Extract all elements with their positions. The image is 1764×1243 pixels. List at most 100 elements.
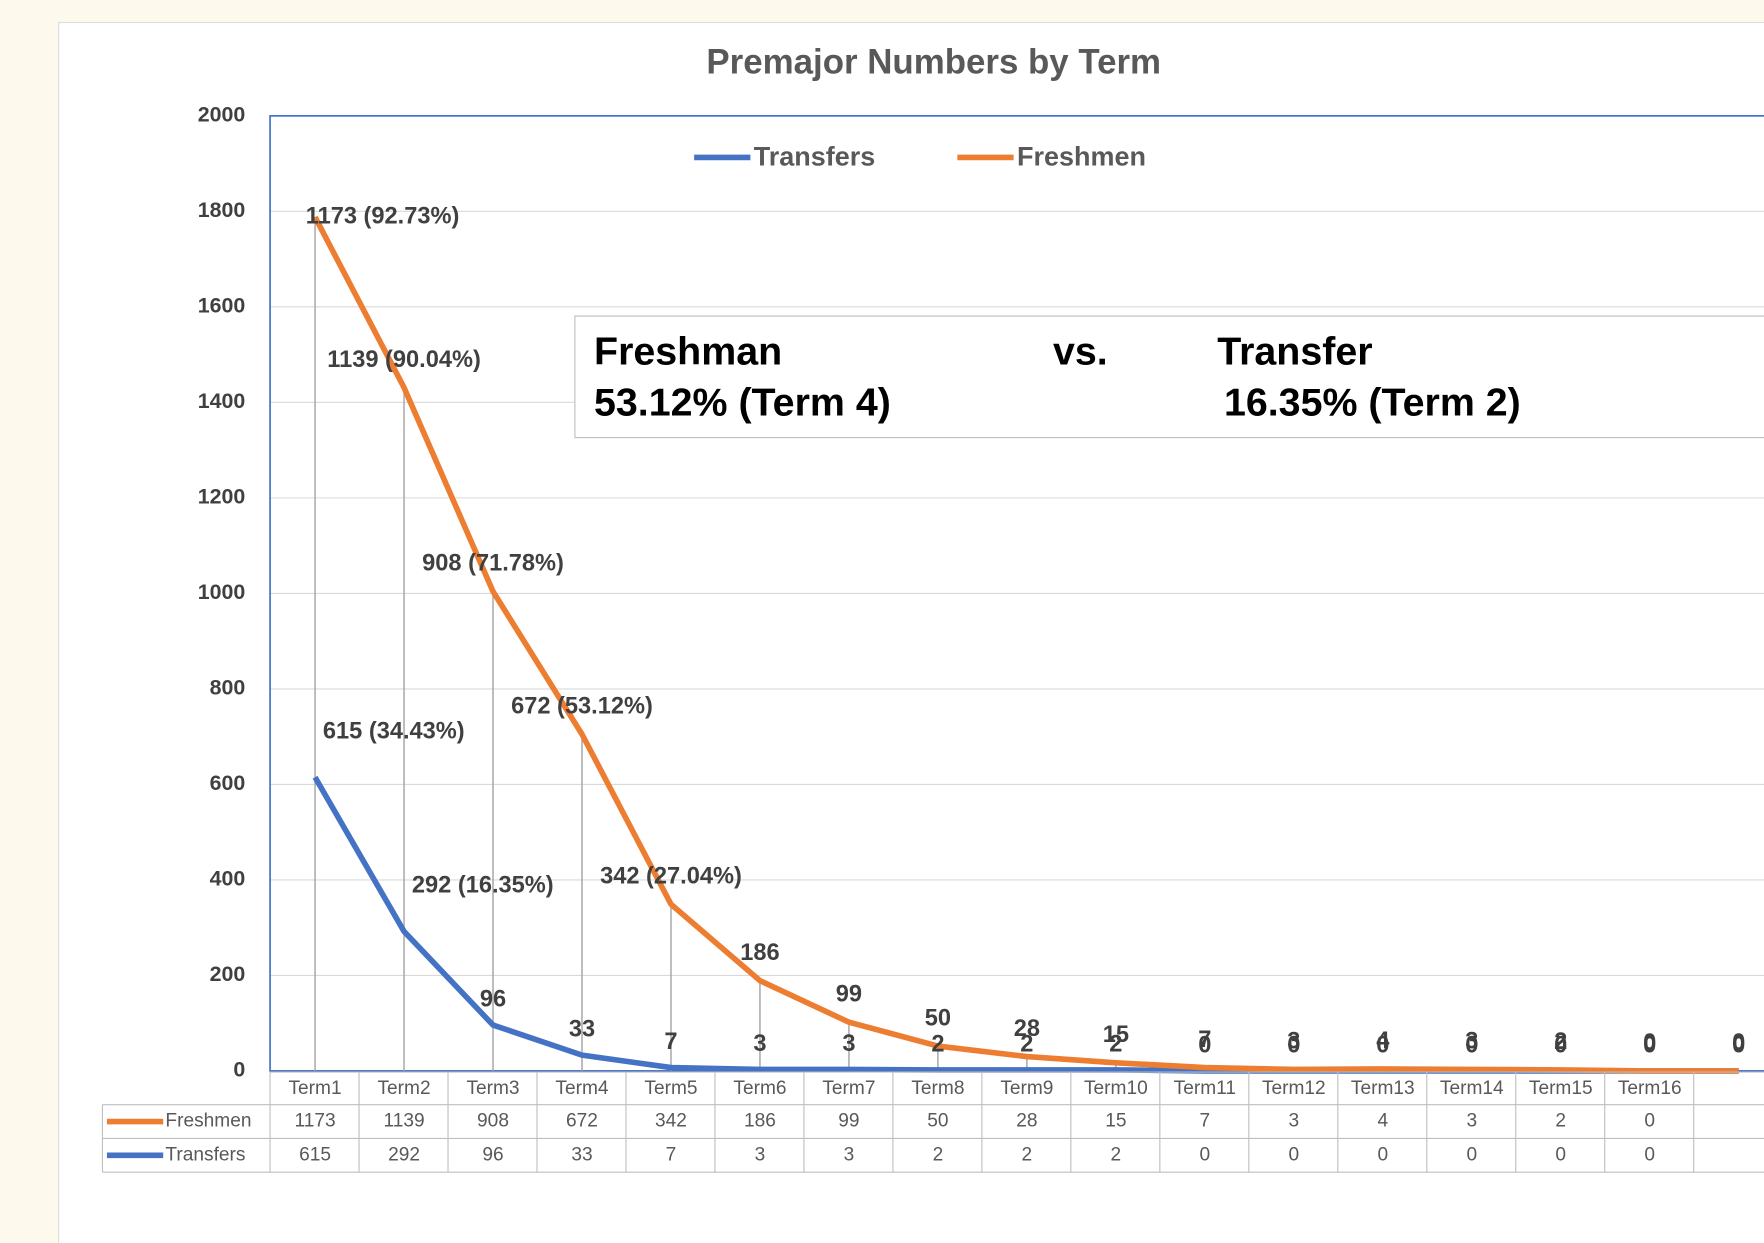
data-label: 186 — [740, 940, 779, 966]
table-cell: 3 — [1466, 1111, 1477, 1132]
table-cell: 0 — [1644, 1144, 1655, 1165]
data-label: 1173 (92.73%) — [306, 203, 460, 229]
y-tick-label: 1800 — [198, 198, 246, 222]
data-label: 2 — [1554, 1029, 1567, 1055]
x-tick-label: Term14 — [1440, 1078, 1504, 1099]
table-cell: 7 — [1200, 1111, 1211, 1132]
x-tick-label: Term12 — [1262, 1078, 1326, 1099]
table-cell: 7 — [666, 1144, 677, 1165]
data-label: 0 — [1643, 1032, 1656, 1058]
x-tick-label: Term16 — [1618, 1078, 1682, 1099]
table-row-label: Transfers — [165, 1144, 245, 1165]
table-cell: 33 — [571, 1144, 592, 1165]
annotation-text: 53.12% (Term 4) — [594, 380, 891, 424]
table-cell: 0 — [1555, 1144, 1566, 1165]
x-tick-label: Term3 — [466, 1078, 519, 1099]
chart-title: Premajor Numbers by Term — [706, 42, 1161, 81]
y-tick-label: 1600 — [198, 294, 246, 318]
data-label: 50 — [925, 1005, 951, 1031]
table-cell: 292 — [388, 1144, 420, 1165]
table-cell: 0 — [1200, 1144, 1211, 1165]
data-label: 2 — [1020, 1031, 1033, 1057]
data-label: 672 (53.12%) — [511, 693, 653, 719]
table-cell: 908 — [477, 1111, 509, 1132]
x-tick-label: Term11 — [1174, 1078, 1236, 1099]
y-tick-label: 800 — [210, 676, 246, 700]
data-label: 0 — [1643, 1030, 1656, 1056]
table-cell: 3 — [1289, 1111, 1300, 1132]
table-cell: 0 — [1377, 1144, 1388, 1165]
data-label: 292 (16.35%) — [412, 873, 554, 899]
data-label: 99 — [836, 981, 862, 1007]
data-label: 0 — [1732, 1030, 1745, 1056]
table-cell: 0 — [1466, 1144, 1477, 1165]
table-cell: 99 — [838, 1111, 859, 1132]
table-cell: 2 — [933, 1144, 944, 1165]
data-label: 2 — [1109, 1031, 1122, 1057]
data-label: 3 — [753, 1031, 766, 1057]
table-cell: 0 — [1289, 1144, 1300, 1165]
data-label: 3 — [1465, 1029, 1478, 1055]
legend-label: Freshmen — [1017, 142, 1146, 172]
data-label: 0 — [1376, 1032, 1389, 1058]
data-label: 96 — [480, 987, 506, 1013]
y-tick-label: 1400 — [198, 389, 246, 413]
annotation-box — [574, 315, 1764, 439]
table-cell: 28 — [1016, 1111, 1037, 1132]
data-label: 15 — [1103, 1022, 1129, 1048]
y-tick-label: 1200 — [198, 485, 246, 509]
table-cell: 342 — [655, 1111, 687, 1132]
data-label: 28 — [1014, 1016, 1040, 1042]
data-label: 908 (71.78%) — [422, 551, 564, 577]
data-label: 0 — [1732, 1032, 1745, 1058]
x-tick-label: Term13 — [1351, 1078, 1415, 1099]
data-label: 4 — [1376, 1028, 1389, 1054]
table-cell: 1173 — [295, 1111, 336, 1132]
annotation-text: vs. — [1053, 330, 1108, 374]
x-tick-label: Term1 — [289, 1078, 342, 1099]
data-label: 1139 (90.04%) — [327, 347, 481, 373]
x-tick-label: Term7 — [822, 1078, 875, 1099]
data-label: 0 — [1287, 1032, 1300, 1058]
y-tick-label: 400 — [210, 867, 246, 891]
x-tick-label: Term4 — [555, 1078, 608, 1099]
x-tick-label: Term2 — [377, 1078, 430, 1099]
annotation-text: Transfer — [1217, 330, 1372, 374]
y-tick-label: 200 — [210, 962, 246, 986]
y-tick-label: 1000 — [198, 580, 246, 604]
data-label: 7 — [1198, 1027, 1211, 1053]
table-cell: 2 — [1555, 1111, 1566, 1132]
data-label: 3 — [1287, 1029, 1300, 1055]
table-cell: 50 — [927, 1111, 948, 1132]
table-cell: 2 — [1111, 1144, 1122, 1165]
x-tick-label: Term10 — [1084, 1078, 1148, 1099]
x-tick-label: Term5 — [644, 1078, 697, 1099]
table-cell: 615 — [299, 1144, 331, 1165]
table-cell: 186 — [744, 1111, 776, 1132]
table-cell: 1139 — [383, 1111, 424, 1132]
table-row-label: Freshmen — [165, 1111, 251, 1132]
table-cell: 4 — [1377, 1111, 1388, 1132]
y-tick-label: 600 — [210, 771, 246, 795]
series-line — [312, 215, 1739, 1074]
data-label: 342 (27.04%) — [600, 863, 742, 889]
data-label: 615 (34.43%) — [323, 718, 465, 744]
table-cell: 3 — [755, 1144, 766, 1165]
table-cell: 672 — [566, 1111, 598, 1132]
table-cell: 2 — [1022, 1144, 1033, 1165]
x-tick-label: Term8 — [911, 1078, 964, 1099]
x-tick-label: Term6 — [733, 1078, 786, 1099]
data-label: 33 — [569, 1017, 595, 1043]
data-label: 0 — [1198, 1032, 1211, 1058]
data-label: 0 — [1465, 1032, 1478, 1058]
legend-label: Transfers — [754, 142, 876, 172]
data-label: 7 — [664, 1029, 677, 1055]
annotation-text: Freshman — [594, 330, 782, 374]
y-tick-label: 0 — [233, 1058, 245, 1082]
y-tick-label: 2000 — [198, 103, 246, 127]
annotation-text: 16.35% (Term 2) — [1224, 380, 1521, 424]
table-cell: 96 — [482, 1144, 503, 1165]
table-cell: 15 — [1105, 1111, 1126, 1132]
